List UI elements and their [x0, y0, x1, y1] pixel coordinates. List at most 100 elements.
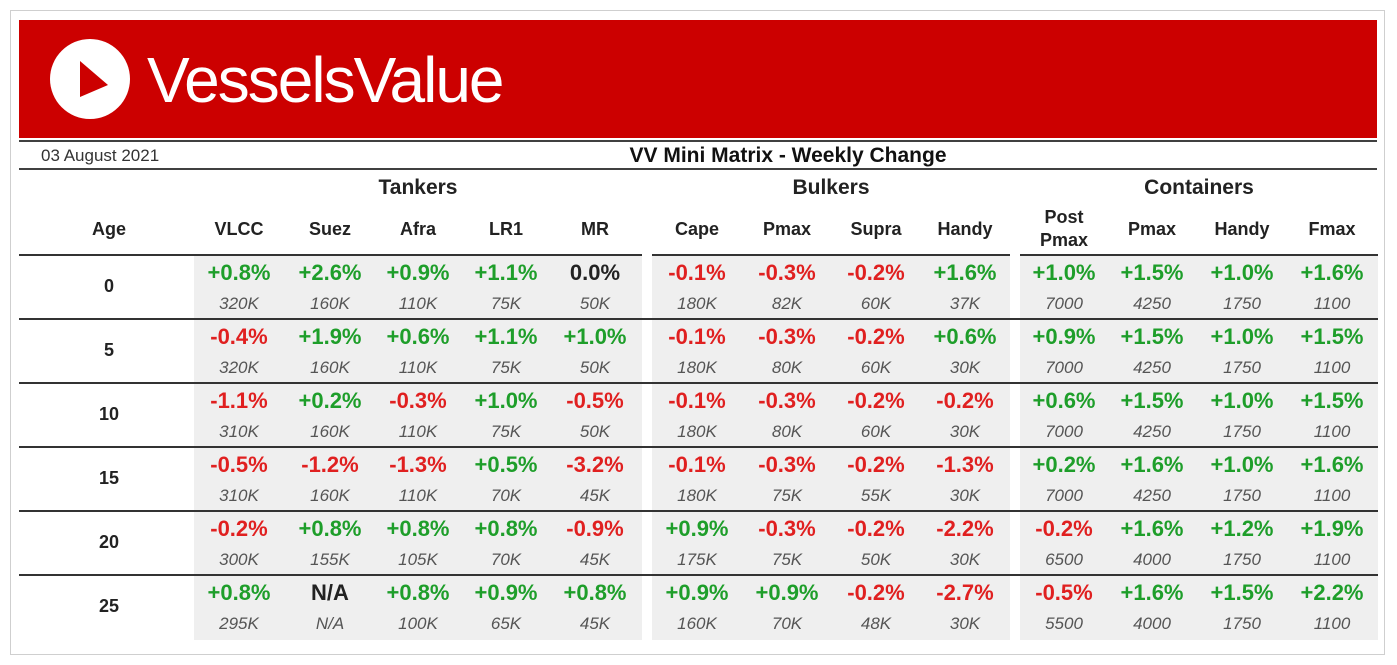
- vessel-value: 80K: [771, 358, 803, 377]
- vessel-value: 75K: [490, 358, 522, 377]
- weekly-change-value: -0.4%: [210, 324, 268, 349]
- report-title: VV Mini Matrix - Weekly Change: [629, 144, 947, 167]
- weekly-change-value: +1.5%: [1300, 324, 1364, 349]
- vessel-value: N/A: [315, 614, 345, 633]
- vessel-value: 55K: [860, 486, 892, 505]
- vessel-value: 110K: [398, 358, 438, 377]
- vessel-value: 1100: [1313, 550, 1351, 569]
- row-separator: [19, 382, 1378, 384]
- brand-banner: VesselsValue: [19, 20, 1377, 138]
- vessel-value: 160K: [677, 614, 717, 633]
- weekly-change-value: -2.2%: [936, 516, 994, 541]
- column-header-handy: Handy: [937, 219, 993, 239]
- column-header-afra: Afra: [399, 219, 436, 239]
- group-header-containers: Containers: [1144, 176, 1254, 199]
- weekly-change-value: +1.6%: [1120, 452, 1184, 477]
- weekly-change-value: +1.2%: [1210, 516, 1274, 541]
- group-header-bulkers: Bulkers: [792, 176, 870, 199]
- age-cell: 25: [98, 596, 120, 616]
- column-header-cape: Cape: [674, 219, 719, 239]
- vessel-value: 6500: [1045, 550, 1083, 569]
- vessel-value: 1750: [1223, 550, 1261, 569]
- weekly-change-value: +0.8%: [386, 580, 450, 605]
- weekly-change-value: +1.6%: [1300, 452, 1364, 477]
- column-header-supra: Supra: [850, 219, 902, 239]
- weekly-change-value: +1.6%: [933, 260, 997, 285]
- vessel-value: 1750: [1223, 614, 1261, 633]
- weekly-change-value: +1.0%: [1210, 260, 1274, 285]
- vessel-value: 1750: [1223, 294, 1261, 313]
- row-separator: [19, 446, 1378, 448]
- weekly-change-value: -0.9%: [566, 516, 624, 541]
- column-header-post-label: Post: [1044, 207, 1084, 227]
- weekly-change-value: +0.8%: [207, 580, 271, 605]
- weekly-change-value: -1.1%: [210, 388, 268, 413]
- vessel-value: 180K: [677, 422, 717, 441]
- weekly-change-value: +1.6%: [1300, 260, 1364, 285]
- weekly-change-value: -1.3%: [936, 452, 994, 477]
- weekly-change-value: -0.3%: [758, 516, 816, 541]
- weekly-change-value: -0.1%: [668, 324, 726, 349]
- weekly-change-value: +1.5%: [1120, 388, 1184, 413]
- vessel-value: 110K: [398, 486, 438, 505]
- vessel-value: 30K: [949, 550, 981, 569]
- column-header-suez: Suez: [308, 219, 351, 239]
- weekly-change-value: +0.8%: [563, 580, 627, 605]
- vessel-value: 37K: [949, 294, 981, 313]
- column-header-lr1: LR1: [488, 219, 523, 239]
- vessel-value: 310K: [219, 486, 259, 505]
- vessel-value: 30K: [949, 614, 981, 633]
- vessel-value: 50K: [860, 550, 892, 569]
- vessel-value: 295K: [219, 614, 259, 633]
- vessel-value: 100K: [398, 614, 438, 633]
- weekly-change-value: +1.9%: [1300, 516, 1364, 541]
- weekly-change-value: +0.8%: [474, 516, 538, 541]
- vessel-value: 310K: [219, 422, 259, 441]
- group-header-tankers: Tankers: [378, 176, 458, 199]
- group-shade-1: [652, 256, 1010, 640]
- weekly-change-value: -0.2%: [1035, 516, 1093, 541]
- vessel-value: 160K: [310, 294, 350, 313]
- weekly-change-value: +0.6%: [1032, 388, 1096, 413]
- vessel-value: 82K: [771, 294, 803, 313]
- weekly-change-value: +1.1%: [474, 260, 538, 285]
- vessel-value: 75K: [771, 550, 803, 569]
- weekly-change-value: -0.2%: [847, 580, 905, 605]
- column-header-age: Age: [91, 219, 126, 239]
- vessel-value: 45K: [579, 486, 611, 505]
- weekly-change-value: -0.2%: [847, 260, 905, 285]
- weekly-change-value: +1.5%: [1300, 388, 1364, 413]
- weekly-change-value: +1.0%: [1210, 452, 1274, 477]
- weekly-change-value: +0.5%: [474, 452, 538, 477]
- row-separator: [19, 574, 1378, 576]
- vesselsvalue-logo-icon: [50, 39, 130, 119]
- vessel-value: 30K: [949, 358, 981, 377]
- row-separator: [19, 318, 1378, 320]
- vessel-value: 1100: [1313, 358, 1351, 377]
- weekly-change-value: -0.3%: [758, 260, 816, 285]
- vessel-value: 160K: [310, 422, 350, 441]
- age-cell: 20: [98, 532, 120, 552]
- vessel-value: 1750: [1223, 358, 1261, 377]
- vessel-value: 4250: [1133, 358, 1171, 377]
- weekly-change-value: +0.9%: [386, 260, 450, 285]
- weekly-change-value: +0.9%: [755, 580, 819, 605]
- vessel-value: 65K: [490, 614, 522, 633]
- weekly-change-value: +0.2%: [298, 388, 362, 413]
- weekly-change-value: +1.0%: [1210, 388, 1274, 413]
- vessel-value: 80K: [771, 422, 803, 441]
- weekly-change-value: -0.2%: [936, 388, 994, 413]
- report-date: 03 August 2021: [41, 146, 160, 165]
- weekly-change-value: +0.8%: [298, 516, 362, 541]
- header-separator-1: [652, 254, 1010, 256]
- weekly-change-value: +0.9%: [1032, 324, 1096, 349]
- weekly-change-value: +1.6%: [1120, 516, 1184, 541]
- vessel-value: 75K: [490, 294, 522, 313]
- header-separator-0: [194, 254, 642, 256]
- header-separator-age: [19, 254, 194, 256]
- weekly-change-value: +0.2%: [1032, 452, 1096, 477]
- weekly-change-value: -0.2%: [210, 516, 268, 541]
- weekly-change-value: +0.9%: [474, 580, 538, 605]
- weekly-change-value: -0.2%: [847, 324, 905, 349]
- vessel-value: 70K: [490, 550, 522, 569]
